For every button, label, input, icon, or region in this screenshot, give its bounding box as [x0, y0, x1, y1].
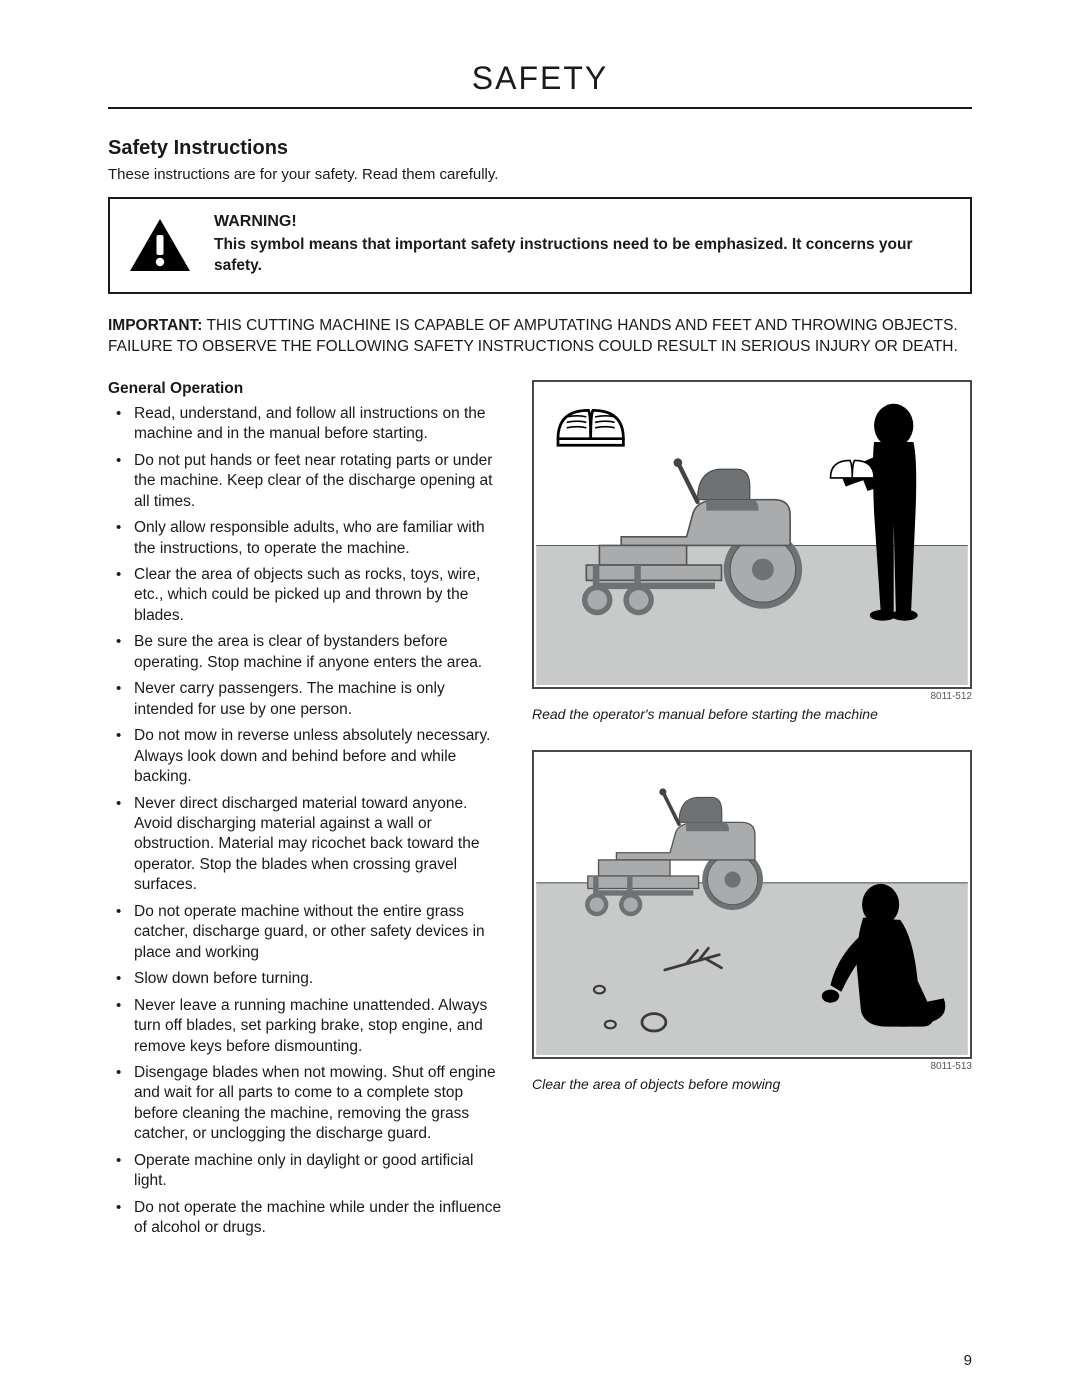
page-title: SAFETY	[108, 60, 972, 109]
figure-read-manual	[532, 380, 972, 689]
general-operation-heading: General Operation	[108, 380, 508, 398]
figure-caption: Read the operator's manual before starti…	[532, 706, 972, 722]
figure-caption: Clear the area of objects before mowing	[532, 1076, 972, 1092]
page-number: 9	[964, 1352, 972, 1369]
list-item: Never leave a running machine unattended…	[108, 996, 508, 1057]
list-item: Be sure the area is clear of bystanders …	[108, 632, 508, 673]
figure-clear-area	[532, 750, 972, 1059]
warning-triangle-icon	[128, 217, 192, 278]
general-operation-list: Read, understand, and follow all instruc…	[108, 404, 508, 1239]
list-item: Do not put hands or feet near rotating p…	[108, 451, 508, 512]
list-item: Slow down before turning.	[108, 969, 508, 989]
important-label: IMPORTANT:	[108, 317, 202, 334]
figure-id: 8011-513	[532, 1061, 972, 1072]
list-item: Operate machine only in daylight or good…	[108, 1151, 508, 1192]
list-item: Clear the area of objects such as rocks,…	[108, 565, 508, 626]
important-body: THIS CUTTING MACHINE IS CAPABLE OF AMPUT…	[108, 317, 958, 355]
list-item: Disengage blades when not mowing. Shut o…	[108, 1063, 508, 1145]
list-item: Only allow responsible adults, who are f…	[108, 518, 508, 559]
figure-id: 8011-512	[532, 691, 972, 702]
list-item: Read, understand, and follow all instruc…	[108, 404, 508, 445]
list-item: Do not operate machine without the entir…	[108, 902, 508, 963]
warning-box: WARNING! This symbol means that importan…	[108, 197, 972, 294]
section-intro: These instructions are for your safety. …	[108, 166, 972, 183]
section-heading: Safety Instructions	[108, 137, 972, 160]
list-item: Do not operate the machine while under t…	[108, 1198, 508, 1239]
warning-label: WARNING!	[214, 213, 952, 231]
important-paragraph: IMPORTANT: THIS CUTTING MACHINE IS CAPAB…	[108, 316, 972, 358]
list-item: Do not mow in reverse unless absolutely …	[108, 726, 508, 787]
list-item: Never carry passengers. The machine is o…	[108, 679, 508, 720]
list-item: Never direct discharged material toward …	[108, 794, 508, 896]
warning-body: This symbol means that important safety …	[214, 235, 952, 277]
